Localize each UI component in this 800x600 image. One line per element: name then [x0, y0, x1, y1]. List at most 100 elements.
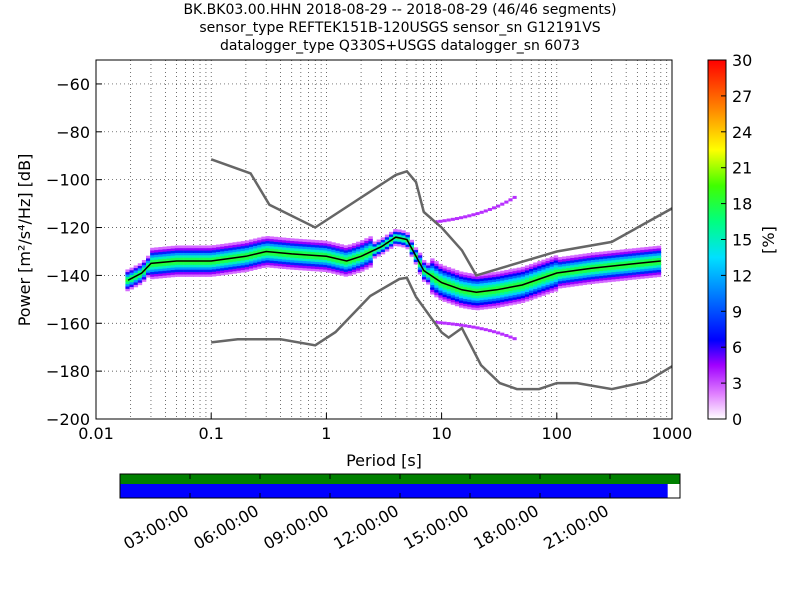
psd-cell: [310, 244, 316, 248]
psd-cell: [508, 302, 513, 306]
psd-cell: [491, 279, 497, 282]
psd-cell: [162, 270, 167, 274]
psd-cell: [335, 255, 340, 258]
psd-cell: [417, 269, 423, 273]
psd-cell-outlier: [467, 214, 472, 218]
psd-cell: [541, 278, 546, 282]
psd-cell: [261, 255, 266, 259]
psd-cell: [183, 257, 188, 261]
psd-cell: [566, 275, 571, 278]
psd-cell: [183, 267, 188, 270]
psd-cell: [339, 251, 344, 255]
psd-cell: [434, 273, 439, 276]
psd-cell: [351, 247, 357, 251]
psd-cell: [537, 263, 542, 267]
psd-cell: [619, 261, 625, 265]
psd-cell-outlier: [504, 334, 509, 338]
psd-cell: [203, 257, 209, 261]
psd-cell: [487, 296, 493, 300]
psd-cell: [640, 256, 645, 260]
psd-cell: [306, 268, 312, 271]
psd-cell: [216, 246, 221, 250]
psd-cell: [533, 284, 538, 287]
psd-cell: [578, 270, 583, 274]
psd-cell: [603, 258, 608, 262]
psd-cell: [178, 250, 184, 253]
psd-cell: [401, 244, 406, 248]
psd-cell: [446, 271, 452, 275]
psd-cell: [294, 238, 299, 242]
psd-cell: [314, 252, 320, 255]
psd-cell: [487, 298, 493, 302]
psd-cell: [471, 307, 476, 310]
psd-cell: [549, 280, 555, 284]
psd-cell: [652, 265, 658, 268]
psd-cell: [220, 260, 225, 264]
psd-cell: [290, 259, 295, 263]
psd-cell: [500, 273, 505, 276]
psd-cell: [216, 254, 221, 257]
psd-cell: [529, 273, 534, 277]
psd-cell: [430, 265, 435, 269]
psd-cell: [541, 290, 546, 294]
psd-cell: [187, 271, 192, 275]
psd-cell: [232, 247, 237, 250]
psd-cell: [248, 261, 254, 264]
psd-cell: [504, 284, 509, 288]
psd-cell: [421, 274, 427, 278]
psd-cell: [244, 245, 250, 248]
psd-cell: [599, 251, 604, 255]
psd-cell: [467, 282, 472, 286]
psd-cell: [170, 274, 176, 278]
psd-cell: [310, 239, 316, 243]
psd-cell: [294, 260, 299, 263]
psd-cell: [430, 282, 435, 285]
psd-cell: [228, 250, 233, 253]
psd-cell: [611, 257, 616, 261]
timeline-tick-label: 12:00:00: [330, 501, 402, 553]
psd-cell: [570, 274, 575, 278]
psd-cell: [491, 291, 497, 294]
psd-cell: [648, 248, 653, 252]
psd-cell: [158, 251, 163, 255]
psd-cell: [619, 273, 625, 277]
psd-cell: [446, 281, 452, 285]
psd-cell: [496, 278, 501, 282]
psd-cell: [393, 233, 398, 237]
psd-cell: [586, 269, 592, 273]
psd-cell: [434, 270, 439, 274]
psd-cell: [627, 251, 633, 254]
psd-cell: [590, 254, 596, 258]
psd-cell: [294, 248, 299, 251]
psd-cell: [150, 252, 155, 256]
psd-cell: [632, 264, 637, 268]
chart-title-line-1: BK.BK03.00.HHN 2018-08-29 -- 2018-08-29 …: [183, 2, 617, 18]
psd-cell: [269, 245, 274, 249]
psd-cell: [368, 241, 373, 244]
psd-cell-outlier: [496, 204, 501, 208]
psd-cell: [133, 270, 139, 273]
psd-cell: [368, 257, 373, 261]
psd-cell: [508, 278, 513, 282]
psd-cell: [323, 245, 328, 249]
psd-cell: [327, 270, 332, 273]
psd-cell: [162, 275, 167, 279]
psd-cell: [240, 260, 246, 263]
psd-cell: [459, 297, 464, 301]
psd-cell: [442, 296, 447, 300]
psd-cell: [607, 279, 612, 283]
psd-cell: [232, 261, 237, 265]
psd-cell: [343, 271, 349, 275]
psd-cell: [508, 271, 513, 275]
psd-cell: [524, 277, 530, 281]
psd-cell: [516, 279, 522, 283]
psd-cell: [582, 270, 587, 274]
y-tick-label: −80: [56, 123, 90, 142]
psd-cell: [232, 254, 237, 257]
psd-cell: [306, 261, 312, 264]
psd-cell: [343, 264, 349, 268]
psd-cell: [244, 250, 250, 253]
psd-cell: [459, 273, 464, 277]
psd-cell: [183, 245, 188, 249]
psd-cell: [483, 277, 489, 281]
